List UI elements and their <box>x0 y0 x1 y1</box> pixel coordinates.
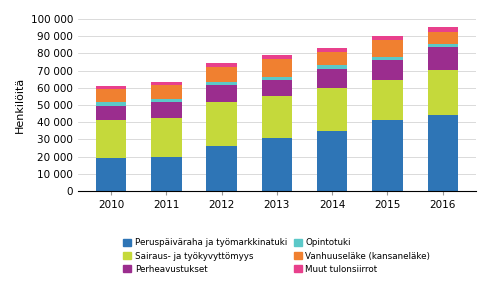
Bar <box>317 88 347 131</box>
Bar <box>96 102 126 106</box>
Bar <box>96 106 126 120</box>
Bar <box>206 102 237 146</box>
Bar <box>317 131 347 191</box>
Bar <box>428 27 458 32</box>
Bar <box>151 157 182 191</box>
Bar <box>151 99 182 102</box>
Bar <box>151 85 182 99</box>
Bar <box>206 67 237 82</box>
Bar <box>151 118 182 157</box>
Bar <box>317 48 347 52</box>
Legend: Peruspäiväraha ja työmarkkinatuki, Sairaus- ja työkyvyttömyys, Perheavustukset, : Peruspäiväraha ja työmarkkinatuki, Saira… <box>123 238 431 274</box>
Bar <box>151 102 182 118</box>
Bar <box>151 82 182 85</box>
Y-axis label: Henkilöitä: Henkilöitä <box>15 77 25 133</box>
Bar <box>428 44 458 47</box>
Bar <box>428 115 458 191</box>
Bar <box>262 55 292 59</box>
Bar <box>262 59 292 77</box>
Bar <box>96 89 126 102</box>
Bar <box>262 77 292 80</box>
Bar <box>428 32 458 44</box>
Bar <box>206 85 237 102</box>
Bar <box>372 57 403 60</box>
Bar <box>206 146 237 191</box>
Bar <box>317 69 347 88</box>
Bar <box>372 80 403 120</box>
Bar <box>372 41 403 57</box>
Bar <box>262 96 292 138</box>
Bar <box>96 120 126 158</box>
Bar <box>206 63 237 67</box>
Bar <box>262 80 292 96</box>
Bar <box>96 86 126 89</box>
Bar <box>428 70 458 115</box>
Bar <box>372 60 403 80</box>
Bar <box>317 65 347 69</box>
Bar <box>317 52 347 65</box>
Bar <box>372 120 403 191</box>
Bar <box>428 47 458 70</box>
Bar <box>262 138 292 191</box>
Bar <box>372 36 403 41</box>
Bar <box>96 158 126 191</box>
Bar <box>206 82 237 85</box>
